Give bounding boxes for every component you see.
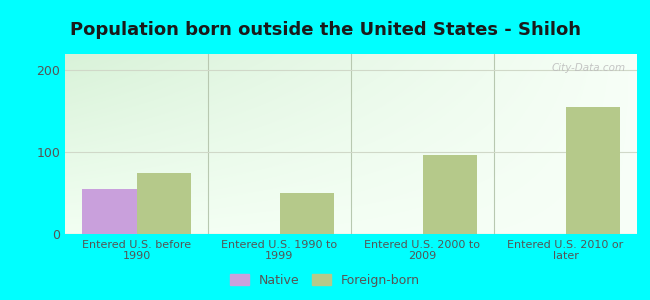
Text: City-Data.com: City-Data.com [551,63,625,73]
Text: Population born outside the United States - Shiloh: Population born outside the United State… [70,21,580,39]
Legend: Native, Foreign-born: Native, Foreign-born [226,270,424,291]
Bar [422,154,477,234]
Bar [82,189,136,234]
Bar [566,107,620,234]
Bar [136,172,191,234]
Bar [280,193,334,234]
